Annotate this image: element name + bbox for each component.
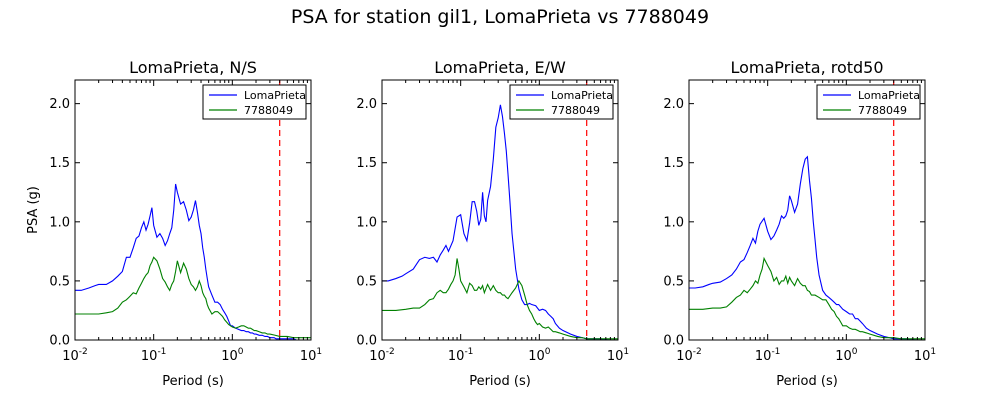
plot-area: [382, 80, 618, 340]
legend-label-1: LomaPrieta: [244, 89, 306, 102]
x-tick-label: 101: [914, 347, 936, 364]
series-line-2: [689, 256, 925, 340]
plot-area: [689, 80, 925, 340]
subplot-2: 0.0 0.5 1.0 1.5 2.0 10-2 10-1 100 101 LomaPrieta,…: [356, 58, 629, 389]
legend-label-2: 7788049: [244, 104, 293, 117]
legend-label-1: LomaPrieta: [551, 89, 613, 102]
series-line-2: [382, 258, 618, 340]
x-tick-label: 10-2: [62, 347, 88, 364]
subplot-title: LomaPrieta, E/W: [434, 58, 566, 77]
figure-title: PSA for station gil1, LomaPrieta vs 7788…: [291, 6, 709, 28]
x-tick-label: 101: [300, 347, 322, 364]
x-tick-label: 10-2: [369, 347, 395, 364]
axes-frame: [74, 79, 312, 341]
legend: LomaPrieta 7788049: [509, 84, 614, 120]
y-tick-label: 1.0: [49, 215, 70, 230]
x-tick-label: 100: [221, 347, 244, 364]
series-line-1: [382, 104, 618, 340]
x-axis-label: Period (s): [162, 374, 224, 389]
y-tick-label: 1.0: [356, 215, 377, 230]
x-tick-label: 10-1: [448, 347, 474, 364]
y-tick-label: 0.5: [49, 274, 70, 289]
x-axis-label: Period (s): [469, 374, 531, 389]
x-tick-label: 100: [835, 347, 858, 364]
legend-box: [202, 84, 307, 120]
series-line-1: [75, 183, 311, 340]
subplot-title: LomaPrieta, N/S: [129, 58, 257, 77]
y-tick-label: 0.0: [49, 334, 70, 349]
subplot-title: LomaPrieta, rotd50: [730, 58, 883, 77]
legend-label-2: 7788049: [858, 104, 907, 117]
subplot-3: 0.0 0.5 1.0 1.5 2.0 10-2 10-1 100 101 LomaPrieta,…: [663, 58, 936, 389]
subplots: 0.0 0.5 1.0 1.5 2.0 10-2 10-1 100 101 LomaPrieta,…: [26, 58, 936, 389]
legend-label-1: LomaPrieta: [858, 89, 920, 102]
series-line-2: [75, 256, 311, 339]
y-tick-label: 0.0: [356, 334, 377, 349]
x-tick-label: 101: [607, 347, 629, 364]
legend: LomaPrieta 7788049: [816, 84, 921, 120]
y-tick-label: 1.5: [49, 156, 70, 171]
y-tick-label: 0.0: [663, 334, 684, 349]
y-tick-label: 2.0: [663, 97, 684, 112]
legend-box: [509, 84, 614, 120]
legend-label-2: 7788049: [551, 104, 600, 117]
y-tick-label: 0.5: [663, 274, 684, 289]
axes-frame: [688, 79, 926, 341]
y-tick-label: 1.5: [356, 156, 377, 171]
y-tick-label: 2.0: [356, 97, 377, 112]
y-axis-label: PSA (g): [26, 186, 41, 234]
subplot-1: 0.0 0.5 1.0 1.5 2.0 10-2 10-1 100 101 LomaPrieta,…: [26, 58, 322, 389]
x-tick-label: 10-1: [755, 347, 781, 364]
y-tick-label: 1.0: [663, 215, 684, 230]
x-tick-label: 10-1: [141, 347, 167, 364]
series-line-1: [689, 155, 925, 340]
axes-frame: [381, 79, 619, 341]
legend: LomaPrieta 7788049: [202, 84, 307, 120]
y-tick-label: 0.5: [356, 274, 377, 289]
y-tick-label: 1.5: [663, 156, 684, 171]
x-tick-label: 10-2: [676, 347, 702, 364]
legend-box: [816, 84, 921, 120]
x-tick-label: 100: [528, 347, 551, 364]
x-axis-label: Period (s): [776, 374, 838, 389]
y-tick-label: 2.0: [49, 97, 70, 112]
